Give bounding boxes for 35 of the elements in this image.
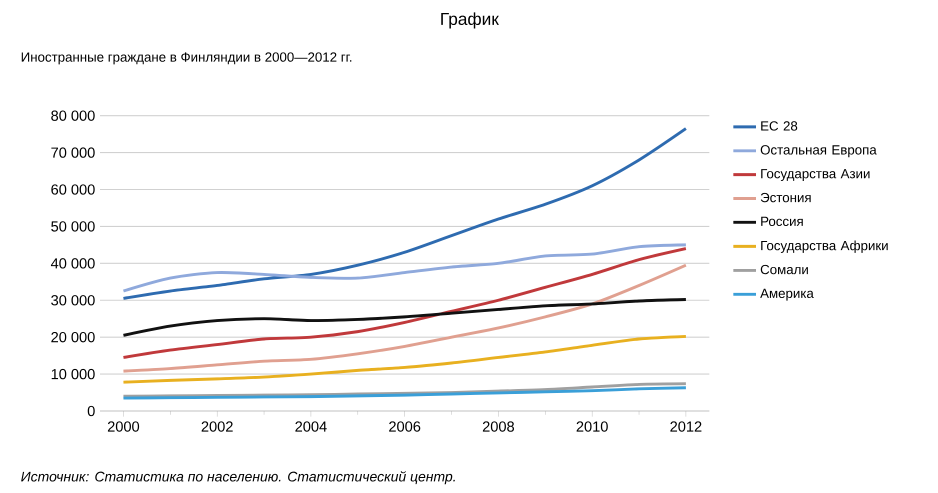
legend-label: Эстония (760, 192, 811, 202)
x-tick-label: 2012 (670, 421, 702, 432)
chart-subtitle: Иностранные граждане в Финляндии в 2000—2012 гг. (22, 52, 352, 64)
y-tick-label: 40 000 (50, 258, 95, 269)
legend-label: Америка (760, 288, 814, 301)
line-series (122, 386, 688, 400)
y-tick-label: 50 000 (51, 221, 95, 232)
x-tick-label: 2000 (108, 421, 140, 432)
y-tick-label: 10 000 (52, 368, 95, 380)
y-tick-label: 70 000 (51, 147, 95, 158)
x-tick-label: 2008 (482, 421, 514, 432)
y-tick-label: 80 000 (51, 110, 95, 121)
line-series (122, 298, 688, 337)
x-tick-label: 2006 (389, 421, 420, 432)
chart-title: График (441, 12, 499, 28)
legend-label: Сомали (760, 264, 808, 274)
x-tick-label: 2002 (202, 421, 233, 432)
legend-label: Россия (761, 216, 803, 226)
line-series (122, 243, 688, 292)
legend-label: Остальная Европа (760, 145, 877, 158)
legend-label: Государства Африки (761, 240, 888, 253)
line-series (122, 334, 688, 384)
text: Источник: Статистика по населению. Статистический центр. (21, 471, 455, 484)
y-tick-label: 60 000 (51, 184, 95, 195)
legend-label: ЕС 28 (761, 121, 798, 131)
x-tick-label: 2010 (576, 421, 608, 432)
line-series (122, 247, 688, 359)
line-series (122, 382, 688, 398)
x-tick-label: 2004 (295, 421, 327, 432)
y-tick-label: 20 000 (51, 332, 95, 342)
line-series (122, 264, 688, 373)
legend-label: Государства Азии (761, 169, 870, 181)
y-tick-label: 0 (88, 406, 95, 416)
y-tick-label: 30 000 (51, 295, 95, 306)
line-series (122, 127, 688, 300)
